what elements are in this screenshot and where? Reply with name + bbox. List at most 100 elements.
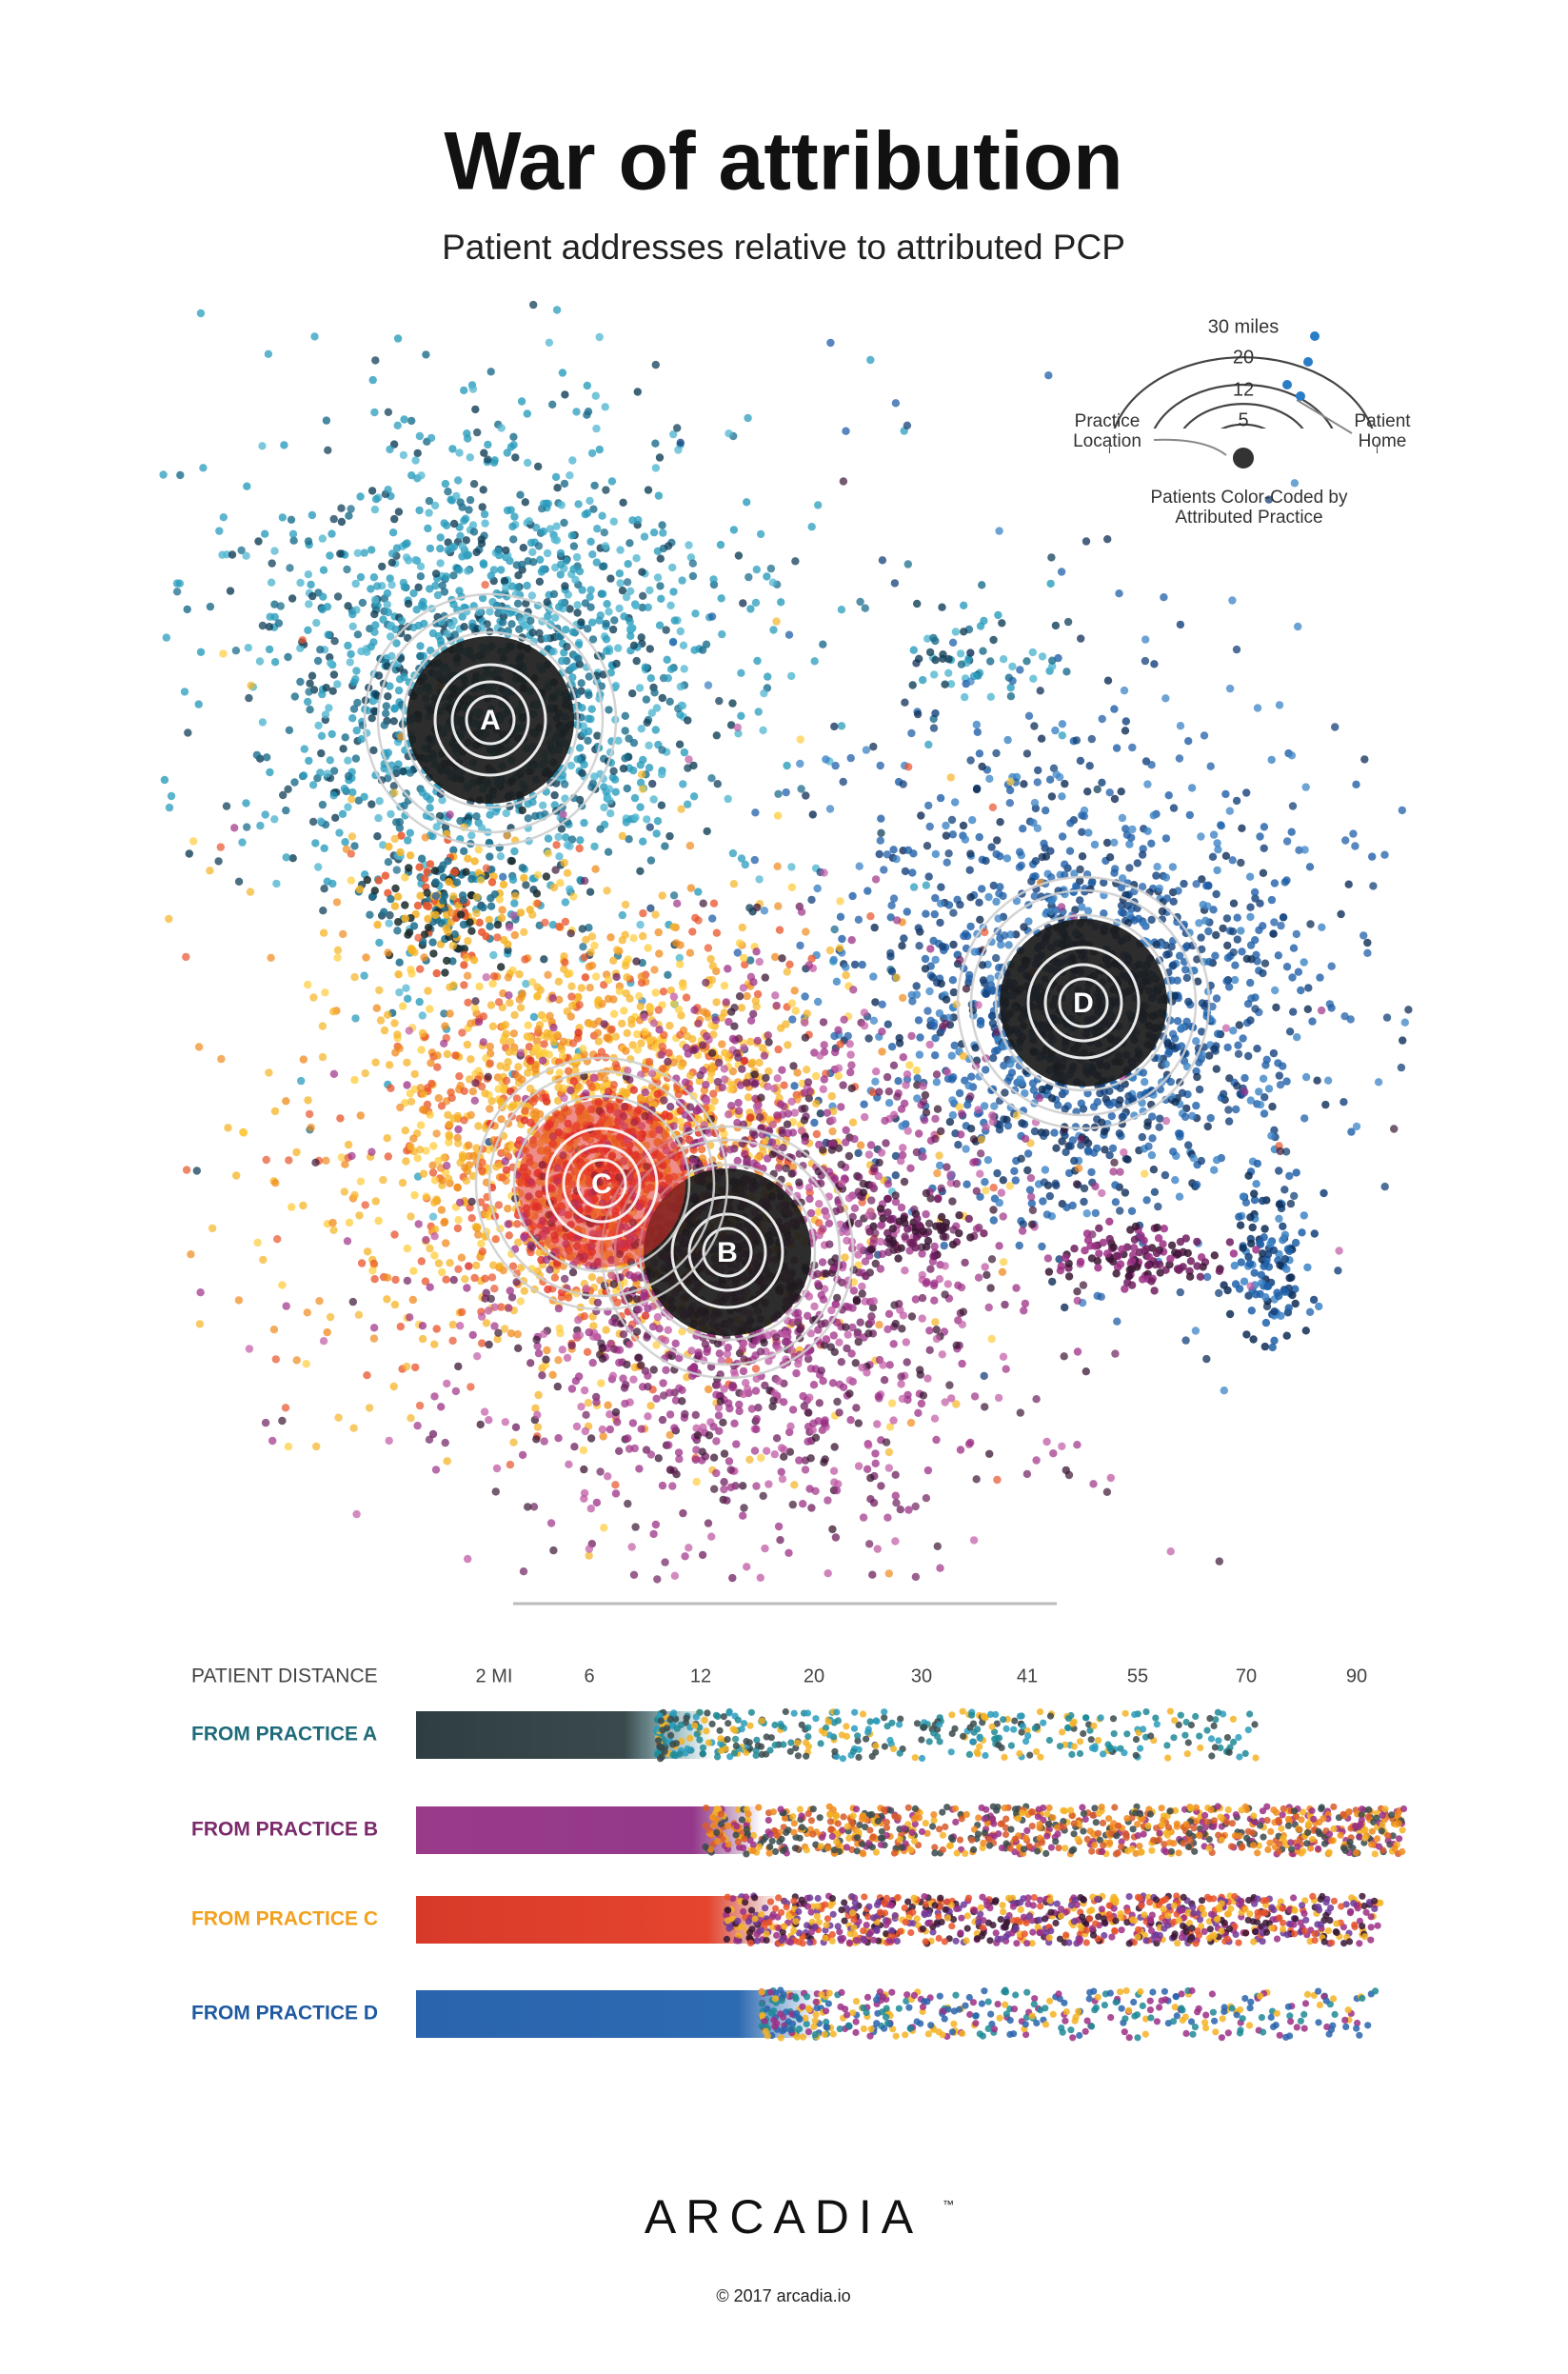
patient-dot (1006, 692, 1016, 701)
patient-dot (1261, 1318, 1271, 1327)
patient-dot (593, 525, 602, 533)
patient-dot (314, 721, 323, 730)
patient-dot (883, 1020, 892, 1028)
patient-dot (1192, 1101, 1201, 1110)
patient-dot (1337, 909, 1345, 919)
patient-dot (520, 1287, 528, 1295)
patient-dot (1148, 1112, 1157, 1121)
patient-dot (367, 487, 377, 495)
patient-dot (367, 800, 376, 808)
patient-dot (1404, 1006, 1413, 1014)
patient-dot (712, 928, 722, 937)
patient-dot (665, 831, 674, 841)
patient-dot (976, 915, 984, 924)
patient-dot (1249, 1335, 1258, 1344)
patient-dot (718, 1040, 726, 1048)
patient-dot (288, 594, 297, 603)
patient-dot (1235, 1285, 1244, 1293)
patient-dot (467, 927, 476, 935)
patient-dot (1293, 1033, 1301, 1042)
patient-dot (1002, 854, 1012, 863)
patient-dot (807, 523, 816, 531)
patient-dot (960, 931, 968, 941)
patient-dot (1197, 933, 1205, 942)
patient-dot (484, 440, 492, 449)
patient-dot (644, 603, 652, 611)
patient-dot (572, 408, 581, 416)
patient-dot (462, 536, 470, 545)
patient-dot (1223, 1043, 1232, 1052)
patient-dot (995, 1198, 1004, 1207)
patient-dot (324, 446, 332, 454)
patient-dot (777, 598, 785, 607)
patient-dot (861, 604, 869, 612)
patient-dot (842, 963, 850, 971)
patient-dot (996, 852, 1004, 861)
patient-dot (1233, 1082, 1241, 1090)
patient-dot (343, 565, 351, 574)
patient-dot (558, 369, 567, 377)
patient-dot (931, 849, 941, 859)
patient-dot (326, 551, 334, 560)
patient-dot (566, 471, 574, 480)
patient-dot (1321, 1100, 1330, 1109)
patient-dot (1298, 1228, 1306, 1237)
patient-dot (575, 567, 585, 576)
patient-dot (523, 409, 531, 418)
patient-dot (966, 648, 975, 657)
patient-dot (1305, 1307, 1315, 1317)
patient-dot (1103, 535, 1112, 544)
patient-dot (960, 601, 968, 609)
patient-dot (603, 600, 611, 608)
patient-dot (616, 579, 625, 588)
patient-dot (475, 918, 484, 927)
patient-dot (1061, 1105, 1069, 1113)
patient-dot (568, 628, 578, 636)
patient-dot (907, 728, 916, 738)
patient-dot (1024, 711, 1034, 720)
patient-dot (1374, 1078, 1383, 1087)
patient-dot (306, 706, 314, 714)
patient-dot (363, 1247, 372, 1256)
patient-dot (954, 1141, 963, 1149)
patient-dot (613, 946, 622, 954)
patient-dot (549, 589, 559, 599)
patient-dot (1247, 994, 1256, 1003)
patient-dot (1047, 907, 1056, 916)
patient-dot (887, 901, 896, 909)
patient-dot (518, 560, 526, 569)
patient-dot (1279, 1222, 1287, 1231)
patient-dot (430, 867, 440, 875)
patient-dot (664, 542, 673, 550)
patient-dot (371, 689, 380, 698)
patient-dot (1077, 634, 1085, 643)
patient-dot (374, 671, 384, 680)
patient-dot (1161, 694, 1170, 703)
patient-dot (437, 1206, 447, 1214)
patient-dot (525, 517, 533, 526)
patient-dot (583, 509, 592, 517)
patient-dot (1235, 1212, 1243, 1222)
patient-dot (540, 955, 548, 964)
patient-dot (856, 1141, 865, 1149)
patient-dot (995, 527, 1003, 535)
patient-dot (1116, 1096, 1124, 1105)
patient-dot (912, 982, 921, 990)
patient-dot (975, 749, 984, 758)
patient-dot (926, 1016, 935, 1026)
patient-dot (543, 1028, 551, 1038)
patient-dot (383, 600, 391, 609)
patient-dot (1041, 1166, 1050, 1174)
patient-dot (1080, 1197, 1088, 1207)
patient-dot (585, 727, 593, 736)
patient-dot (796, 941, 804, 950)
patient-dot (456, 910, 466, 919)
patient-dot (1078, 852, 1087, 861)
patient-dot (642, 695, 651, 704)
patient-dot (746, 605, 755, 613)
patient-dot (384, 486, 392, 494)
patient-dot (1120, 686, 1129, 695)
patient-dot (718, 629, 726, 639)
patient-dot (375, 797, 384, 806)
